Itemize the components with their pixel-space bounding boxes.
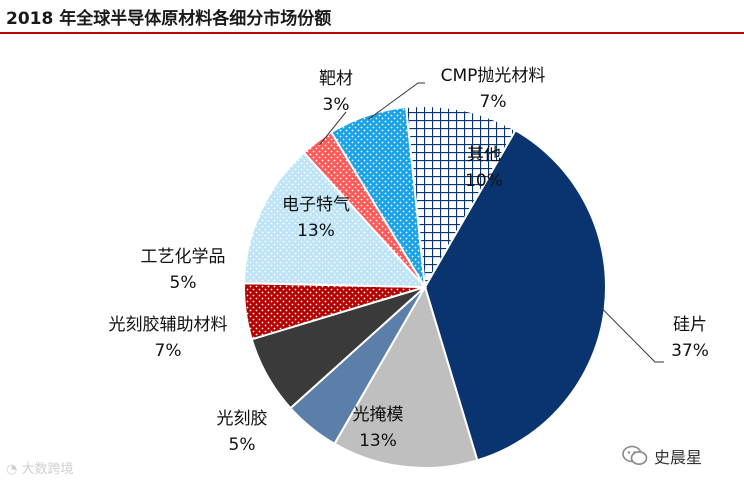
slice-name: CMP抛光材料 [441,66,546,86]
watermark-text: 大数跨境 [21,462,74,477]
slice-name: 工艺化学品 [141,247,226,267]
slice-name: 硅片 [673,315,707,335]
pie-slice [333,284,479,469]
slice-label: 靶材 3% [319,69,353,115]
chart-title: 2018 年全球半导体原材料各细分市场份额 [6,9,332,29]
slice-value-label: 10% [465,171,503,191]
slice-value-label: 37% [671,341,709,361]
slice-name: 光刻胶 [217,409,268,429]
leader-line [368,82,425,120]
pie-slice-texture [244,283,425,340]
watermark-logo-icon: ◔ [6,462,22,477]
slice-label: 其他 10% [465,145,503,191]
slice-name: 其他 [467,145,501,165]
leader-line [600,306,664,363]
slice-value-label: 7% [155,341,182,361]
watermark: ◔ 大数跨境 [6,458,74,477]
slice-label: 硅片 37% [671,315,709,361]
slice-name: 光刻胶辅助材料 [109,315,228,335]
slice-name: 光掩模 [353,405,404,425]
slice-label: CMP抛光材料 7% [441,66,546,112]
leader-line [319,111,347,146]
slice-value-label: 13% [297,221,335,241]
slice-value-label: 7% [480,92,507,112]
slice-value-label: 5% [170,273,197,293]
slice-label: 光掩模 13% [353,405,404,451]
slice-label: 电子特气 13% [282,195,350,241]
pie-slice-texture [331,106,425,288]
title-divider [0,32,744,34]
slice-label: 光刻胶辅助材料 7% [109,315,228,361]
slice-value-label: 5% [229,435,256,455]
slice-label: 光刻胶 5% [217,409,268,455]
slice-name: 靶材 [319,69,353,89]
pie-slice-texture [303,132,425,287]
pie-slice [404,105,517,291]
pie-slice-texture [244,152,425,287]
slice-value-label: 13% [359,431,397,451]
slice-label: 工艺化学品 5% [141,247,226,293]
pie-slice [423,128,607,462]
slice-name: 电子特气 [282,195,350,215]
source-credit: 史晨星 [622,444,702,468]
source-name: 史晨星 [654,448,703,467]
wechat-icon [622,445,648,465]
slice-value-label: 3% [323,95,350,115]
